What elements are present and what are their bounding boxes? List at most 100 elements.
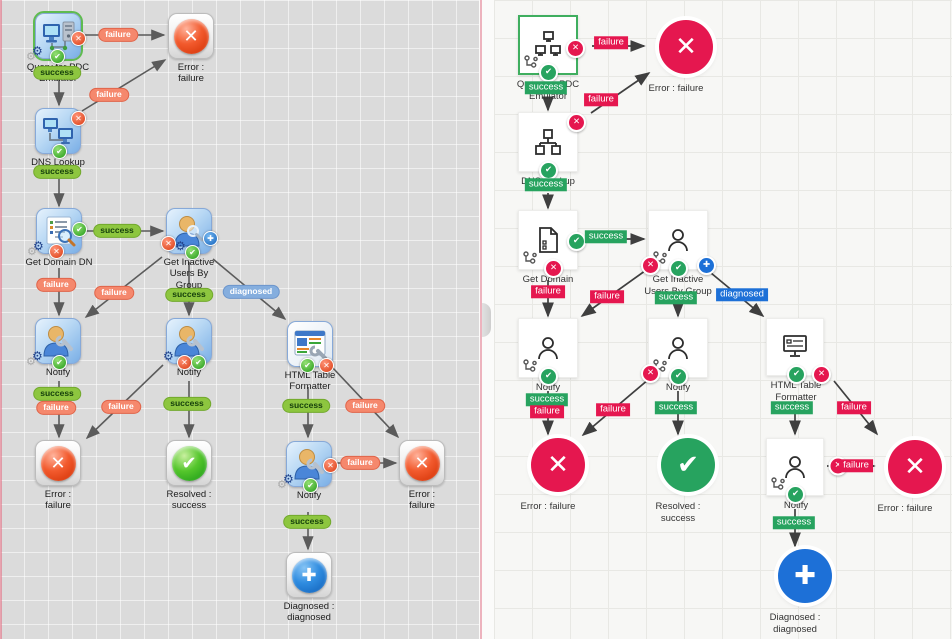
edge-label-failure[interactable]: failure bbox=[345, 398, 385, 414]
edge-label-success[interactable]: success bbox=[33, 65, 81, 81]
node-dns-lookup[interactable]: ✕ ✔ DNS Lookup bbox=[31, 108, 86, 168]
edge-label-success[interactable]: success bbox=[524, 178, 568, 192]
node-html-table-formatter[interactable]: ✔ ✕ HTML Table Formatter bbox=[766, 318, 839, 405]
success-port-icon: ✔ bbox=[52, 355, 67, 370]
failure-port-icon: ✕ bbox=[641, 256, 660, 275]
node-label: Notify bbox=[665, 382, 691, 393]
edge-label-failure[interactable]: failure bbox=[596, 403, 630, 417]
person-wrench-icon bbox=[43, 326, 73, 357]
left-canvas[interactable] bbox=[0, 0, 479, 639]
node-label: HTML Table Formatter bbox=[284, 370, 336, 393]
edge-label-failure[interactable]: failure bbox=[584, 93, 618, 107]
node-error-failure-top[interactable]: ✕ Error : failure bbox=[649, 20, 723, 95]
workflow-branch-icon bbox=[524, 55, 538, 68]
node-notify-left[interactable]: ✔ Notify bbox=[518, 318, 591, 394]
node-label: Get Domain DN bbox=[25, 257, 93, 268]
resolved-check-icon: ✔ bbox=[661, 438, 715, 492]
person-icon bbox=[668, 337, 688, 360]
edge-label-failure[interactable]: failure bbox=[594, 36, 628, 50]
node-error-failure-bottom-right[interactable]: ✕ Error : failure bbox=[399, 440, 445, 512]
edge-label-failure[interactable]: failure bbox=[36, 277, 76, 293]
failure-port-icon: ✕ bbox=[641, 364, 660, 383]
document-search-icon bbox=[46, 216, 76, 247]
edge-label-failure[interactable]: failure bbox=[837, 401, 871, 415]
edge-label-success[interactable]: success bbox=[772, 516, 816, 530]
edge-label-failure[interactable]: failure bbox=[101, 399, 141, 415]
edge-label-success[interactable]: success bbox=[163, 396, 211, 412]
success-port-icon: ✔ bbox=[787, 365, 806, 384]
node-notify-left[interactable]: ⚙ ⚙ ✔ Notify bbox=[26, 318, 81, 378]
success-port-icon: ✔ bbox=[303, 478, 318, 493]
edge-label-failure[interactable]: failure bbox=[94, 285, 134, 301]
edge-label-success[interactable]: success bbox=[524, 81, 568, 95]
edge-label-failure[interactable]: failure bbox=[98, 27, 138, 43]
edge-label-diagnosed[interactable]: diagnosed bbox=[222, 284, 280, 300]
edge-label-failure[interactable]: failure bbox=[530, 405, 564, 419]
add-link-port-icon[interactable]: ✚ bbox=[203, 231, 218, 246]
splitter-handle[interactable] bbox=[482, 303, 491, 337]
node-get-domain-dn[interactable]: ✔ ✕ Get Domain DN bbox=[518, 210, 591, 299]
edge-label-success[interactable]: success bbox=[770, 401, 814, 415]
edge-label-success[interactable]: success bbox=[283, 514, 331, 530]
person-wrench-icon bbox=[294, 449, 324, 480]
edge-label-success[interactable]: success bbox=[654, 401, 698, 415]
edge-label-success[interactable]: success bbox=[33, 164, 81, 180]
edge-label-failure[interactable]: failure bbox=[36, 400, 76, 416]
success-port-icon: ✔ bbox=[50, 49, 65, 64]
success-port-icon: ✔ bbox=[72, 222, 87, 237]
edge-label-diagnosed[interactable]: diagnosed bbox=[716, 288, 768, 302]
node-error-failure-right[interactable]: ✕ Error : failure bbox=[878, 440, 952, 515]
node-dns-lookup[interactable]: ✕ ✔ DNS Lookup bbox=[518, 112, 591, 188]
edge-label-success[interactable]: success bbox=[525, 393, 569, 407]
edge-label-failure[interactable]: failure bbox=[89, 87, 129, 103]
edge-label-success[interactable]: success bbox=[584, 230, 628, 244]
gear-icon: ⚙ ⚙ bbox=[26, 349, 43, 368]
workflow-branch-icon bbox=[771, 477, 785, 490]
failure-port-icon: ✕ bbox=[161, 236, 176, 251]
edge-label-success[interactable]: success bbox=[654, 291, 698, 305]
failure-port-icon: ✕ bbox=[812, 365, 831, 384]
edge-label-success[interactable]: success bbox=[165, 287, 213, 303]
success-port-icon: ✔ bbox=[185, 245, 200, 260]
node-notify-bottom[interactable]: ✔ Notify bbox=[766, 438, 839, 512]
node-notify-middle[interactable]: ✕ ✔ Notify bbox=[641, 318, 721, 394]
diagnosed-plus-icon: ✚ bbox=[291, 557, 327, 593]
edge-label-failure[interactable]: failure bbox=[340, 455, 380, 471]
workflow-branch-icon bbox=[523, 359, 537, 372]
node-label: Notify bbox=[535, 382, 561, 393]
error-x-icon: ✕ bbox=[531, 438, 585, 492]
person-icon bbox=[668, 229, 688, 252]
node-error-failure-middle[interactable]: ✕ Error : failure bbox=[521, 438, 595, 513]
edge-label-failure[interactable]: failure bbox=[839, 459, 873, 473]
node-resolved-success[interactable]: ✔ Resolved : success bbox=[166, 440, 212, 512]
node-notify-bottom[interactable]: ⚙ ⚙ ✕ ✔ Notify bbox=[277, 441, 338, 501]
failure-port-icon: ✕ bbox=[71, 31, 86, 46]
node-notify-middle[interactable]: ⚙ ✕ ✔ Notify bbox=[163, 318, 212, 378]
gear-icon: ⚙ bbox=[163, 349, 174, 363]
node-get-inactive-users-by-group[interactable]: ✕ ⚙ ✔ ✚ Get Inactive Users By Group bbox=[161, 208, 218, 291]
gear-icon: ⚙ bbox=[175, 239, 186, 253]
edge-label-success[interactable]: success bbox=[33, 386, 81, 402]
node-label: Error : failure bbox=[44, 489, 72, 512]
edge-label-failure[interactable]: failure bbox=[590, 290, 624, 304]
workflow-branch-icon bbox=[523, 251, 537, 264]
node-error-failure-top[interactable]: ✕ Error : failure bbox=[168, 13, 214, 85]
node-get-domain-dn[interactable]: ⚙ ⚙ ✔ ✕ Get Domain DN bbox=[25, 208, 93, 268]
add-link-port-icon[interactable]: ✚ bbox=[697, 256, 716, 275]
failure-port-icon: ✕ bbox=[323, 458, 338, 473]
node-error-failure-bottom-left[interactable]: ✕ Error : failure bbox=[35, 440, 81, 512]
node-label: Error : failure bbox=[877, 503, 933, 514]
edge-label-success[interactable]: success bbox=[93, 223, 141, 239]
node-html-table-formatter[interactable]: ✔ ✕ HTML Table Formatter bbox=[285, 321, 335, 393]
node-diagnosed-end[interactable]: ✚ Diagnosed : diagnosed bbox=[284, 552, 334, 624]
edge[interactable] bbox=[81, 59, 167, 112]
node-label: Diagnosed : diagnosed bbox=[769, 612, 821, 636]
person-icon bbox=[538, 337, 558, 360]
edge-label-success[interactable]: success bbox=[282, 398, 330, 414]
edge-label-failure[interactable]: failure bbox=[531, 285, 565, 299]
node-get-inactive-users-by-group[interactable]: ✕ ✔ ✚ Get Inactive Users By Group bbox=[641, 210, 721, 299]
node-diagnosed-end[interactable]: ✚ Diagnosed : diagnosed bbox=[768, 549, 842, 637]
node-resolved-success[interactable]: ✔ Resolved : success bbox=[651, 438, 725, 526]
hierarchy-icon bbox=[535, 129, 561, 155]
